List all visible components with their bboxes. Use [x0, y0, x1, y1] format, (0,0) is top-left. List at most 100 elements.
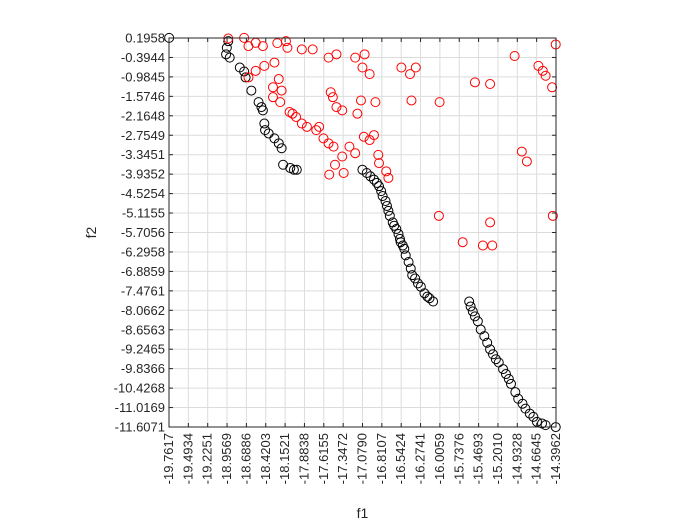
data-point — [389, 220, 400, 231]
data-point — [221, 49, 232, 60]
y-tick-label: -8.6563 — [121, 322, 165, 337]
x-tick-label: -19.4934 — [180, 433, 195, 484]
data-point — [337, 151, 348, 162]
data-point — [503, 373, 514, 384]
data-point — [380, 196, 391, 207]
x-tick-label: -19.2251 — [200, 433, 215, 484]
data-point — [399, 243, 410, 254]
data-point — [381, 166, 392, 177]
y-tick-label: -4.5254 — [121, 186, 165, 201]
data-point — [428, 296, 439, 307]
data-point — [498, 364, 509, 375]
data-point — [269, 57, 280, 68]
data-point — [344, 141, 355, 152]
data-point — [291, 164, 302, 175]
data-point — [365, 171, 376, 182]
x-tick-label: -16.8107 — [374, 433, 389, 484]
data-point — [487, 349, 498, 360]
data-point — [521, 156, 532, 167]
x-axis: -19.7617 -19.4934 -19.2251 -18.9569 -18.6886… — [161, 38, 563, 484]
data-point — [485, 344, 496, 355]
data-point — [467, 306, 478, 317]
data-point — [324, 169, 335, 180]
data-point — [500, 369, 511, 380]
data-point — [337, 105, 348, 116]
x-tick-label: -14.3962 — [548, 433, 563, 484]
data-point — [376, 186, 387, 197]
series-1 — [223, 32, 561, 251]
data-point — [307, 44, 318, 55]
y-tick-label: -5.7056 — [121, 225, 165, 240]
y-axis-label: f2 — [83, 226, 99, 238]
data-point — [287, 108, 298, 119]
x-tick-label: -16.2741 — [413, 433, 428, 484]
y-tick-label: -10.4268 — [114, 381, 165, 396]
data-point — [415, 281, 426, 292]
x-tick-label: -18.1521 — [277, 433, 292, 484]
data-point — [509, 50, 520, 61]
data-point — [296, 44, 307, 55]
x-tick-label: -18.9569 — [219, 433, 234, 484]
data-point — [479, 331, 490, 342]
data-point — [370, 97, 381, 108]
x-tick-label: -15.4693 — [471, 433, 486, 484]
y-tick-label: 0.1958 — [125, 31, 165, 46]
data-point — [259, 118, 270, 129]
data-point — [330, 159, 341, 170]
x-tick-label: -16.0059 — [432, 433, 447, 484]
y-tick-label: -6.8859 — [121, 264, 165, 279]
data-point — [282, 42, 293, 53]
data-point — [434, 97, 445, 108]
x-axis-label: f1 — [357, 505, 369, 521]
series-layer — [164, 32, 561, 433]
series-0 — [164, 32, 561, 433]
data-point — [368, 174, 379, 185]
x-tick-label: -18.4203 — [258, 433, 273, 484]
data-point — [325, 87, 336, 98]
data-point — [257, 41, 268, 52]
data-point — [410, 62, 421, 73]
y-tick-label: -9.8366 — [121, 361, 165, 376]
data-point — [547, 82, 558, 93]
data-point — [296, 118, 307, 129]
data-point — [243, 41, 254, 52]
y-tick-label: -11.0169 — [115, 400, 165, 415]
data-point — [291, 111, 302, 122]
grid — [168, 37, 557, 428]
data-point — [275, 97, 286, 108]
y-tick-label: -1.5746 — [121, 89, 165, 104]
data-point — [383, 205, 394, 216]
data-point — [246, 85, 257, 96]
data-point — [528, 411, 539, 422]
y-tick-label: -5.1155 — [122, 206, 165, 221]
data-point — [485, 217, 496, 228]
x-tick-label: -19.7617 — [161, 433, 176, 484]
y-tick-label: -9.2465 — [121, 342, 165, 357]
data-point — [396, 62, 407, 73]
data-point — [433, 210, 444, 221]
data-point — [273, 138, 284, 149]
data-point — [410, 273, 421, 284]
data-point — [424, 293, 435, 304]
data-point — [457, 237, 468, 248]
y-axis: 0.1958 -0.3944 -0.9845 -1.5746 -2.1648 -2.754… — [114, 31, 556, 435]
data-point — [407, 270, 418, 281]
data-point — [223, 33, 234, 44]
data-point — [374, 158, 385, 169]
data-point — [276, 85, 287, 96]
x-tick-label: -17.3472 — [335, 433, 350, 484]
data-point — [243, 72, 254, 83]
data-point — [371, 177, 382, 188]
y-tick-label: -2.7549 — [121, 128, 165, 143]
data-point — [327, 92, 338, 103]
x-tick-label: -17.8838 — [296, 433, 311, 484]
data-point — [412, 278, 423, 289]
data-point — [405, 69, 416, 80]
y-tick-label: -0.3944 — [121, 50, 165, 65]
data-point — [250, 65, 261, 76]
y-tick-label: -0.9845 — [121, 69, 165, 84]
data-point — [267, 92, 278, 103]
data-point — [355, 95, 366, 106]
data-point — [405, 263, 416, 274]
data-point — [284, 107, 295, 118]
